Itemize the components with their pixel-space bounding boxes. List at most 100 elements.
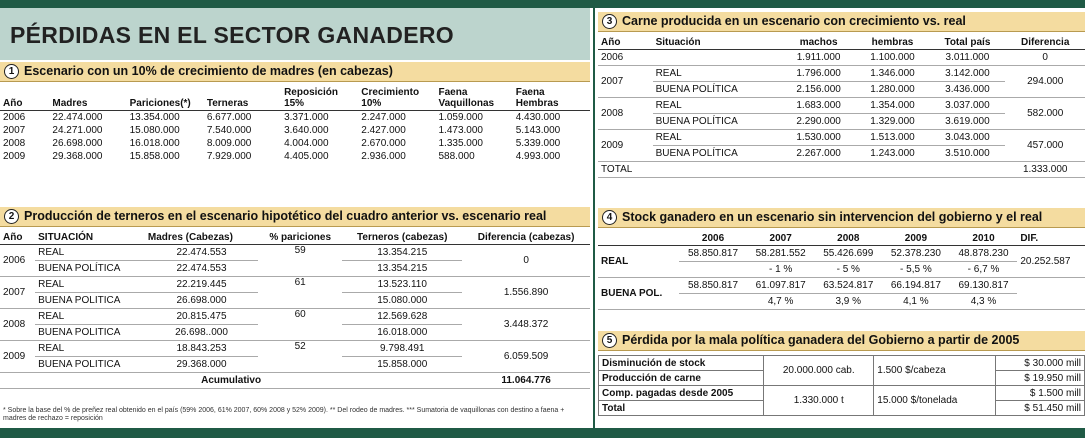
price: 1.500 $/cabeza bbox=[873, 355, 996, 386]
cell: 4.430.000 bbox=[515, 112, 561, 123]
value: 58.850.817 bbox=[679, 245, 747, 262]
cell: 8.009.000 bbox=[206, 138, 252, 149]
quantity: 20.000.000 cab. bbox=[763, 355, 875, 386]
cell: 7.540.000 bbox=[206, 125, 252, 136]
footnote: * Sobre la base del % de preñez real obt… bbox=[3, 407, 565, 422]
total-label: TOTAL bbox=[598, 161, 653, 178]
title-box: PÉRDIDAS EN EL SECTOR GANADERO bbox=[0, 8, 590, 60]
change: - 1 % bbox=[746, 261, 815, 278]
terneros: 15.858.000 bbox=[342, 356, 463, 373]
year: 2006 bbox=[679, 232, 747, 246]
column-header: Reposición 15% bbox=[281, 86, 359, 111]
header-row: 2006 2007 2008 2009 2010 DIF. bbox=[598, 232, 1085, 246]
situation: BUENA POLITICA bbox=[35, 324, 145, 341]
row-label: BUENA POL. bbox=[598, 277, 680, 310]
table: Año Situación machos hembras Total país Difer… bbox=[598, 36, 1085, 178]
change: - 5,5 % bbox=[882, 261, 950, 278]
top-bar bbox=[0, 0, 1085, 8]
section-number: 5 bbox=[602, 333, 617, 348]
situation: BUENA POLITICA bbox=[35, 292, 145, 309]
year: 2006 bbox=[0, 244, 36, 277]
cell: 4.405.000 bbox=[284, 151, 329, 162]
change: 3,9 % bbox=[814, 293, 883, 310]
madres: 18.843.253 bbox=[144, 340, 259, 357]
pariciones: 60 bbox=[258, 308, 343, 341]
cell: 7.929.000 bbox=[206, 151, 252, 162]
row-label: REAL bbox=[598, 245, 680, 278]
total: 3.436.000 bbox=[929, 81, 1006, 98]
change: 4,3 % bbox=[949, 293, 1018, 310]
page-title: PÉRDIDAS EN EL SECTOR GANADERO bbox=[10, 22, 454, 48]
column-header: Situación bbox=[652, 36, 782, 50]
machos: 2.156.000 bbox=[781, 81, 856, 98]
total: 3.510.000 bbox=[929, 145, 1006, 162]
cell: 26.698.000 bbox=[52, 138, 103, 149]
cell: 1.473.000 bbox=[438, 125, 484, 136]
total: 3.037.000 bbox=[929, 97, 1006, 114]
row: 2007 24.271.000 15.080.000 7.540.000 3.640.0… bbox=[0, 124, 590, 137]
year: 2009 bbox=[0, 340, 36, 373]
madres: 22.219.445 bbox=[144, 276, 259, 293]
value: 69.130.817 bbox=[949, 277, 1018, 294]
madres: 26.698..000 bbox=[144, 324, 259, 341]
label: Comp. pagadas desde 2005 bbox=[597, 385, 765, 401]
blank bbox=[679, 261, 747, 278]
year: 2009 bbox=[598, 129, 653, 162]
row: BUENA POLÍTICA 22.474.553 13.354.215 bbox=[0, 260, 590, 277]
header-row: Año SITUACIÓN Madres (Cabezas)% pariciones… bbox=[0, 231, 590, 245]
row: 2009 REAL 1.530.000 1.513.000 3.043.000 457.0… bbox=[598, 129, 1085, 162]
diferencia: 582.000 bbox=[1005, 97, 1085, 130]
hembras: 1.354.000 bbox=[855, 97, 930, 114]
hembras: 1.100.000 bbox=[855, 49, 930, 66]
row: BUENA POLITICA 26.698.000 15.080.000 bbox=[0, 292, 590, 309]
terneros: 13.354.215 bbox=[342, 260, 463, 277]
cell: 2.247.000 bbox=[361, 112, 406, 123]
column-header: % pariciones bbox=[258, 231, 343, 245]
situation: REAL bbox=[652, 129, 782, 146]
column-header: Terneros (cabezas) bbox=[342, 231, 463, 245]
change-row: 4,7 % 3,9 % 4,1 % 4,3 % bbox=[598, 293, 1085, 310]
row: 2009 REAL 18.843.253 52 9.798.491 6.059.509 bbox=[0, 340, 590, 373]
row: 2008 26.698.000 16.018.000 8.009.000 4.004.0… bbox=[0, 137, 590, 150]
row: 2009 29.368.000 15.858.000 7.929.000 4.405.0… bbox=[0, 150, 590, 163]
dif bbox=[1017, 277, 1085, 310]
machos: 1.911.000 bbox=[781, 49, 856, 66]
header-row: Año Situación machos hembras Total país Difer… bbox=[598, 36, 1085, 50]
value: $ 51.450 mill bbox=[994, 400, 1085, 416]
cell: 29.368.000 bbox=[52, 151, 103, 162]
machos: 1.683.000 bbox=[781, 97, 856, 114]
situation: BUENA POLÍTICA bbox=[35, 260, 145, 277]
row: BUENA POLÍTICA 2.156.000 1.280.000 3.436.00… bbox=[598, 81, 1085, 98]
section-header: 4 Stock ganadero en un escenario sin inte… bbox=[598, 208, 1085, 228]
value: 55.426.699 bbox=[814, 245, 883, 262]
label: Disminución de stock bbox=[597, 355, 765, 371]
situation: REAL bbox=[35, 244, 145, 261]
column-header: Faena Hembras bbox=[512, 86, 590, 111]
label: Producción de carne bbox=[597, 370, 765, 386]
quantity: 1.330.000 t bbox=[763, 385, 875, 416]
change: 4,7 % bbox=[746, 293, 815, 310]
hembras: 1.513.000 bbox=[855, 129, 930, 146]
row: 2008 REAL 1.683.000 1.354.000 3.037.000 582.0… bbox=[598, 97, 1085, 130]
divider bbox=[593, 8, 595, 428]
section-header: 2 Producción de terneros en el escenario … bbox=[0, 207, 590, 227]
cell: 3.371.000 bbox=[284, 112, 329, 123]
terneros: 16.018.000 bbox=[342, 324, 463, 341]
section-header: 5 Pérdida por la mala política ganadera d… bbox=[598, 331, 1085, 351]
cell: 22.474.000 bbox=[52, 112, 103, 123]
cell: 2006 bbox=[3, 112, 26, 123]
cell: 4.993.000 bbox=[515, 151, 561, 162]
madres: 29.368.000 bbox=[144, 356, 259, 373]
section-title: Pérdida por la mala política ganadera de… bbox=[622, 333, 1020, 347]
column-header: Diferencia (cabezas) bbox=[462, 231, 590, 245]
value: $ 19.950 mill bbox=[994, 370, 1085, 386]
madres: 22.474.553 bbox=[144, 244, 259, 261]
machos: 1.796.000 bbox=[781, 65, 856, 82]
total-label: Acumulativo bbox=[0, 372, 463, 389]
column-header: Año bbox=[598, 36, 653, 50]
value: 66.194.817 bbox=[882, 277, 950, 294]
row: BUENA POLÍTICA 2.290.000 1.329.000 3.619.00… bbox=[598, 113, 1085, 130]
section-4: 4 Stock ganadero en un escenario sin inte… bbox=[598, 208, 1085, 310]
price: 15.000 $/tonelada bbox=[873, 385, 996, 416]
situation bbox=[652, 49, 782, 66]
